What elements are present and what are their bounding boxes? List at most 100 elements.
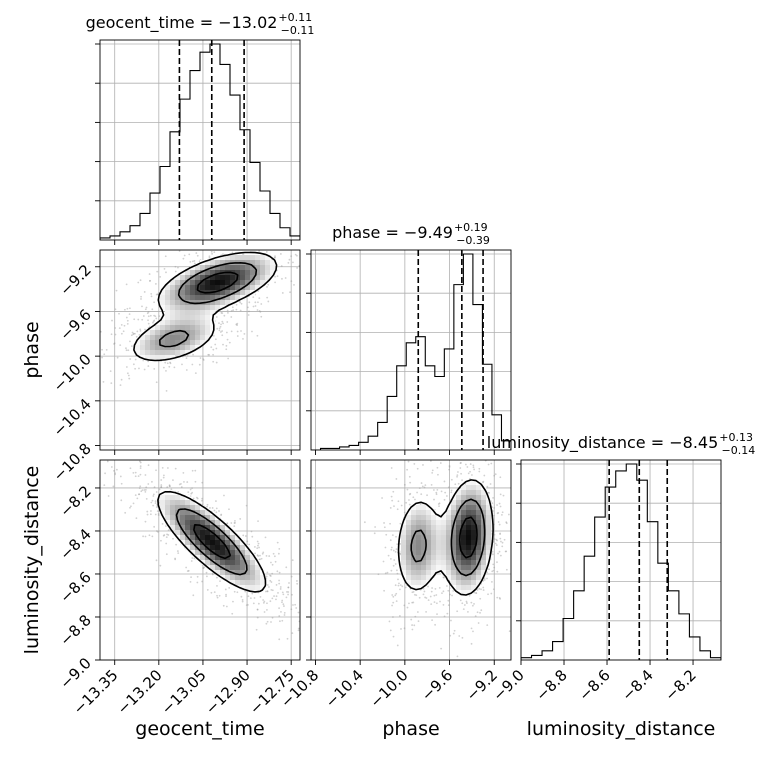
sample-point [394,584,397,587]
density-cell [471,495,477,501]
sample-point [201,481,204,484]
sample-point [400,628,402,630]
density-cell [210,295,216,301]
density-cell [426,575,432,581]
density-cell [220,285,226,291]
density-cell [255,265,261,271]
sample-point [448,468,450,471]
sample-point [488,568,490,571]
sample-point [112,485,115,488]
sample-point [235,308,238,311]
sample-point [208,255,211,258]
density-cell [481,525,487,531]
sample-point [236,335,239,337]
sample-point [132,363,135,366]
sample-point [260,557,263,560]
density-cell [471,540,477,546]
sample-point [208,256,211,259]
density-cell [165,320,171,326]
density-cell [451,500,457,506]
sample-point [139,465,142,468]
sample-point [163,267,166,270]
sample-point [493,566,496,569]
sample-point [397,578,399,581]
histogram-luminosity_distance [521,463,721,660]
sample-point [203,566,206,569]
sample-point [172,479,174,481]
sample-point [168,485,171,488]
density-cell [165,490,171,496]
sample-point [233,522,236,524]
density-cell [235,270,241,276]
density-cell [190,520,196,526]
density-cell [180,495,186,501]
sample-point [276,570,279,573]
density-cell [411,540,417,546]
density-cell [155,335,161,341]
sample-point [398,582,400,585]
density-cell [195,330,201,336]
density-cell [180,330,186,336]
sample-point [407,460,410,463]
sample-point [221,330,224,332]
sample-point [132,332,135,335]
sample-point [442,576,445,579]
sample-point [125,316,128,319]
sample-point [266,590,269,592]
sample-point [444,491,447,494]
density-cell [265,270,271,276]
sample-point [419,503,422,506]
density-cell [200,530,206,536]
sample-point [181,363,183,366]
sample-point [447,589,450,592]
sample-point [125,283,128,286]
sample-point [216,585,218,587]
title-err-plus: +0.11 [278,11,312,24]
sample-point [470,601,473,604]
density-cell [190,515,196,521]
sample-point [128,377,131,380]
sample-point [191,487,193,490]
histogram-phase [311,253,511,450]
sample-point [396,569,398,572]
sample-point [425,610,427,613]
sample-point [499,533,501,536]
sample-point [143,489,146,491]
sample-point [389,522,391,525]
sample-point [279,588,282,590]
x-axis-label-luminosity_distance: luminosity_distance [527,718,716,740]
sample-point [430,603,433,605]
sample-point [482,481,484,484]
sample-point [107,495,110,497]
sample-point [162,476,165,479]
sample-point [449,593,451,596]
sample-point [470,642,473,645]
sample-point [138,487,141,489]
sample-point [256,309,259,311]
density-cell [401,570,407,576]
density-cell [220,550,226,556]
sample-point [456,610,459,613]
density-cell [135,350,141,356]
density-cell [471,515,477,521]
sample-point [226,522,229,525]
panel-title-geocent_time: geocent_time = −13.02+0.11 −0.11 [86,11,315,37]
density-cell [416,560,422,566]
sample-point [240,595,243,598]
density-cell [165,340,171,346]
density-cell [270,265,276,271]
density-cell [265,255,271,261]
sample-point [150,295,153,298]
x-tick-label: −10.0 [366,666,411,711]
density-cell [421,510,427,516]
sample-point [150,501,153,504]
sample-point [149,279,152,282]
density-cell [205,330,211,336]
y-tick-label: −8.4 [56,525,94,563]
density-cell [406,565,412,571]
density-cell [456,545,462,551]
density-cell [145,355,151,361]
sample-point [472,630,474,633]
sample-point [233,525,236,528]
density-cell [175,345,181,351]
